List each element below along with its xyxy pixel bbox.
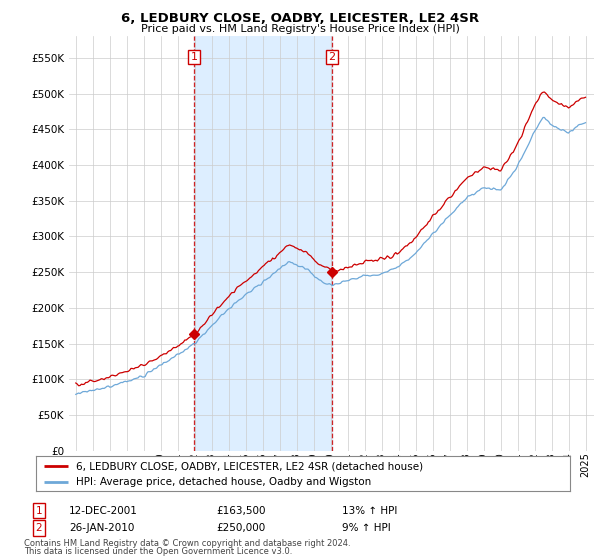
Text: This data is licensed under the Open Government Licence v3.0.: This data is licensed under the Open Gov… xyxy=(24,547,292,556)
Text: 6, LEDBURY CLOSE, OADBY, LEICESTER, LE2 4SR (detached house): 6, LEDBURY CLOSE, OADBY, LEICESTER, LE2 … xyxy=(76,461,423,471)
Text: £163,500: £163,500 xyxy=(216,506,265,516)
Text: 1: 1 xyxy=(190,52,197,62)
Text: Contains HM Land Registry data © Crown copyright and database right 2024.: Contains HM Land Registry data © Crown c… xyxy=(24,539,350,548)
Text: £250,000: £250,000 xyxy=(216,523,265,533)
Text: 13% ↑ HPI: 13% ↑ HPI xyxy=(342,506,397,516)
Text: 9% ↑ HPI: 9% ↑ HPI xyxy=(342,523,391,533)
Bar xyxy=(194,36,332,451)
Text: Price paid vs. HM Land Registry's House Price Index (HPI): Price paid vs. HM Land Registry's House … xyxy=(140,24,460,34)
Text: 6, LEDBURY CLOSE, OADBY, LEICESTER, LE2 4SR: 6, LEDBURY CLOSE, OADBY, LEICESTER, LE2 … xyxy=(121,12,479,25)
Text: 2: 2 xyxy=(328,52,335,62)
Text: 2: 2 xyxy=(35,523,43,533)
Text: 26-JAN-2010: 26-JAN-2010 xyxy=(69,523,134,533)
Text: 12-DEC-2001: 12-DEC-2001 xyxy=(69,506,138,516)
Text: HPI: Average price, detached house, Oadby and Wigston: HPI: Average price, detached house, Oadb… xyxy=(76,478,371,487)
Text: 1: 1 xyxy=(35,506,43,516)
